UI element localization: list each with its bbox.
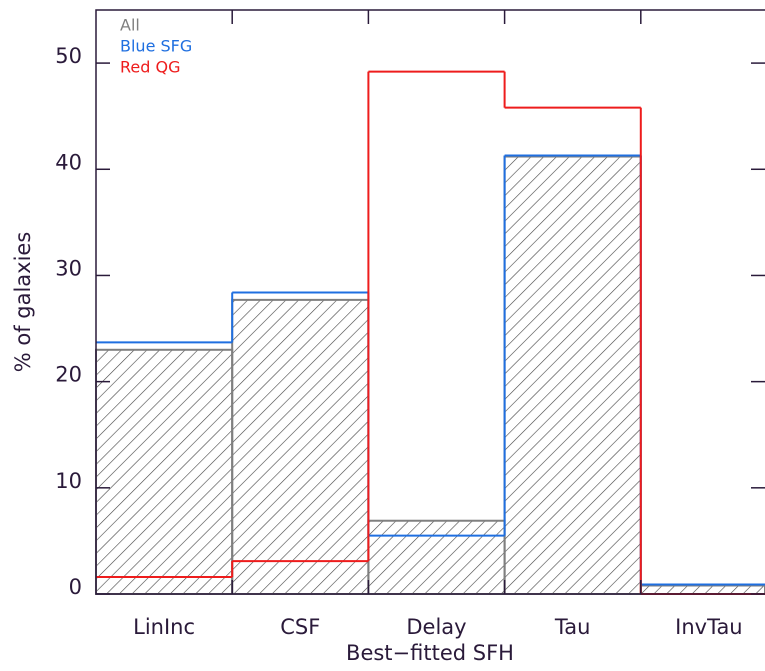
bar (639, 584, 765, 595)
legend-entry: All (120, 16, 140, 35)
x-tick-label: Tau (554, 615, 591, 639)
y-tick-label: 50 (55, 44, 82, 68)
x-tick-label: LinInc (133, 615, 195, 639)
x-axis-label: Best−fitted SFH (346, 641, 514, 665)
bar (95, 348, 234, 596)
x-tick-label: InvTau (675, 615, 742, 639)
y-tick-label: 0 (69, 575, 82, 599)
y-axis-label: % of galaxies (11, 232, 35, 373)
x-tick-label: CSF (280, 615, 320, 639)
axis-frame (95, 9, 765, 595)
y-tick-label: 30 (55, 256, 82, 280)
legend-entry: Red QG (120, 58, 180, 77)
y-tick-label: 40 (55, 150, 82, 174)
y-tick-label: 10 (55, 469, 82, 493)
bar (231, 298, 370, 595)
y-tick-label: 20 (55, 363, 82, 387)
x-tick-label: Delay (406, 615, 466, 639)
bar (367, 519, 506, 596)
legend-entry: Blue SFG (120, 37, 192, 56)
bar (503, 155, 642, 595)
